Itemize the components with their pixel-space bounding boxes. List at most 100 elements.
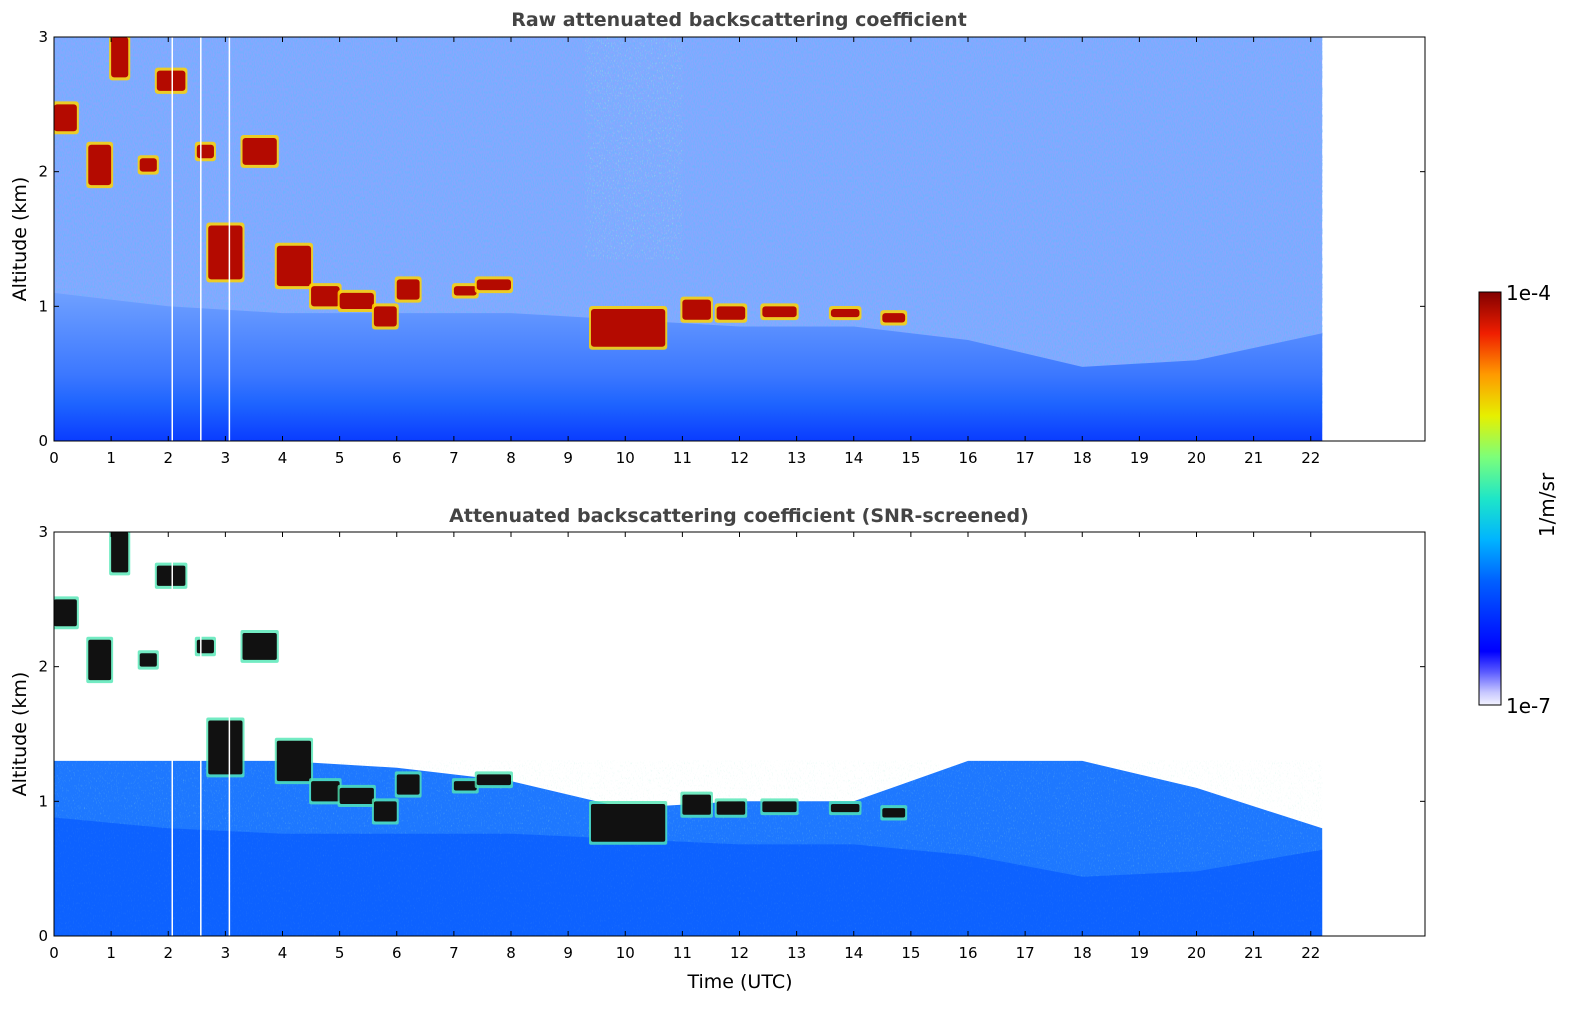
x-tick-label: 4 <box>278 449 288 467</box>
bottom-heatmap <box>54 532 1323 936</box>
x-tick-label: 21 <box>1244 944 1263 962</box>
screened-cloud-feature-19 <box>830 804 860 813</box>
x-tick-label: 1 <box>106 449 116 467</box>
x-tick-label: 13 <box>787 944 806 962</box>
x-tick-label: 14 <box>844 449 863 467</box>
screened-cloud-feature-5 <box>196 639 214 654</box>
x-tick-label: 2 <box>163 944 173 962</box>
x-tick-label: 5 <box>335 944 345 962</box>
x-tick-label: 14 <box>844 944 863 962</box>
x-tick-label: 0 <box>49 449 59 467</box>
x-tick-label: 7 <box>449 944 459 962</box>
y-tick-label: 2 <box>38 658 48 676</box>
y-tick-label: 3 <box>38 28 48 46</box>
screened-cloud-feature-15 <box>590 804 666 842</box>
cloud-feature-2 <box>111 37 129 78</box>
screened-cloud-feature-20 <box>882 808 906 818</box>
screened-cloud-feature-12 <box>396 774 420 795</box>
x-tick-label: 3 <box>221 449 231 467</box>
x-tick-label: 16 <box>958 449 977 467</box>
x-tick-label: 3 <box>221 944 231 962</box>
x-tick-label: 10 <box>616 449 635 467</box>
x-tick-label: 16 <box>958 944 977 962</box>
x-tick-label: 6 <box>392 944 402 962</box>
top-y-axis: 0 1 2 3 <box>38 28 1425 450</box>
bottom-panel-title: Attenuated backscattering coefficient (S… <box>449 505 1029 527</box>
y-tick-label: 0 <box>38 927 48 945</box>
screened-boundary-layer <box>54 817 1323 936</box>
x-tick-label: 6 <box>392 449 402 467</box>
screened-cloud-feature-8 <box>276 740 312 782</box>
aerosol-layer <box>54 292 1323 441</box>
y-tick-label: 1 <box>38 792 48 810</box>
x-tick-label: 19 <box>1130 944 1149 962</box>
cloud-feature-6 <box>208 225 243 280</box>
cloud-feature-19 <box>830 309 860 318</box>
cloud-feature-7 <box>242 138 277 165</box>
x-tick-label: 15 <box>901 944 920 962</box>
x-tick-label: 0 <box>49 944 59 962</box>
x-tick-label: 20 <box>1187 449 1206 467</box>
raw-backscatter-panel: Raw attenuated backscattering coefficien… <box>9 9 1426 467</box>
x-tick-label: 5 <box>335 449 345 467</box>
screened-cloud-feature-16 <box>682 794 711 815</box>
x-tick-label: 8 <box>506 944 516 962</box>
screened-cloud-feature-3 <box>139 653 157 667</box>
screened-cloud-feature-4 <box>156 565 186 586</box>
cloud-feature-9 <box>311 286 340 307</box>
x-tick-label: 11 <box>673 944 692 962</box>
cloud-feature-14 <box>476 279 511 291</box>
cloud-feature-20 <box>882 313 906 323</box>
screened-cloud-feature-9 <box>311 781 340 802</box>
bottom-y-axis-label: Altitude (km) <box>9 672 31 797</box>
cloud-feature-3 <box>139 158 157 172</box>
screened-cloud-feature-17 <box>716 801 746 815</box>
cloud-feature-8 <box>276 245 312 287</box>
top-panel-title: Raw attenuated backscattering coefficien… <box>511 9 967 31</box>
screened-cloud-feature-18 <box>762 801 797 813</box>
y-tick-label: 3 <box>38 523 48 541</box>
screened-backscatter-panel: Attenuated backscattering coefficient (S… <box>9 505 1426 993</box>
colorbar-gradient <box>1478 291 1502 706</box>
x-tick-label: 10 <box>616 944 635 962</box>
cloud-feature-16 <box>682 299 711 320</box>
screened-cloud-feature-1 <box>88 639 112 681</box>
x-tick-label: 8 <box>506 449 516 467</box>
screened-cloud-feature-7 <box>242 633 277 660</box>
x-tick-label: 13 <box>787 449 806 467</box>
x-tick-label: 21 <box>1244 449 1263 467</box>
raw-high-noise-band <box>585 37 683 260</box>
screened-cloud-feature-10 <box>339 787 374 805</box>
x-tick-label: 12 <box>730 449 749 467</box>
x-axis-label: Time (UTC) <box>686 971 792 993</box>
cloud-feature-5 <box>196 144 214 159</box>
x-tick-label: 9 <box>563 944 573 962</box>
top-x-axis: 0 1 2 3 4 5 6 7 8 9 10 11 12 13 14 15 16 17 18 19 20 21 22 <box>49 37 1320 467</box>
screened-cloud-feature-2 <box>111 532 129 573</box>
screened-cloud-feature-0 <box>54 599 77 627</box>
top-y-axis-label: Altitude (km) <box>9 177 31 302</box>
x-tick-label: 20 <box>1187 944 1206 962</box>
x-tick-label: 1 <box>106 944 116 962</box>
colorbar-unit-label: 1/m/sr <box>1535 472 1559 537</box>
x-tick-label: 18 <box>1073 449 1092 467</box>
x-tick-label: 2 <box>163 449 173 467</box>
cloud-feature-11 <box>373 306 397 327</box>
x-tick-label: 9 <box>563 449 573 467</box>
screened-cloud-feature-11 <box>373 801 397 822</box>
x-tick-label: 19 <box>1130 449 1149 467</box>
bottom-x-axis: 0 1 2 3 4 5 6 7 8 9 10 11 12 13 14 15 16 17 18 19 20 21 22 <box>49 532 1320 962</box>
colorbar-min-label: 1e-7 <box>1506 694 1551 718</box>
y-tick-label: 2 <box>38 163 48 181</box>
cloud-feature-4 <box>156 70 186 91</box>
x-tick-label: 7 <box>449 449 459 467</box>
y-tick-label: 1 <box>38 297 48 315</box>
x-tick-label: 11 <box>673 449 692 467</box>
y-tick-label: 0 <box>38 432 48 450</box>
x-tick-label: 15 <box>901 449 920 467</box>
bottom-y-axis: 0 1 2 3 <box>38 523 1425 945</box>
cloud-feature-15 <box>590 309 666 347</box>
cloud-feature-0 <box>54 104 77 132</box>
x-tick-label: 22 <box>1301 944 1320 962</box>
